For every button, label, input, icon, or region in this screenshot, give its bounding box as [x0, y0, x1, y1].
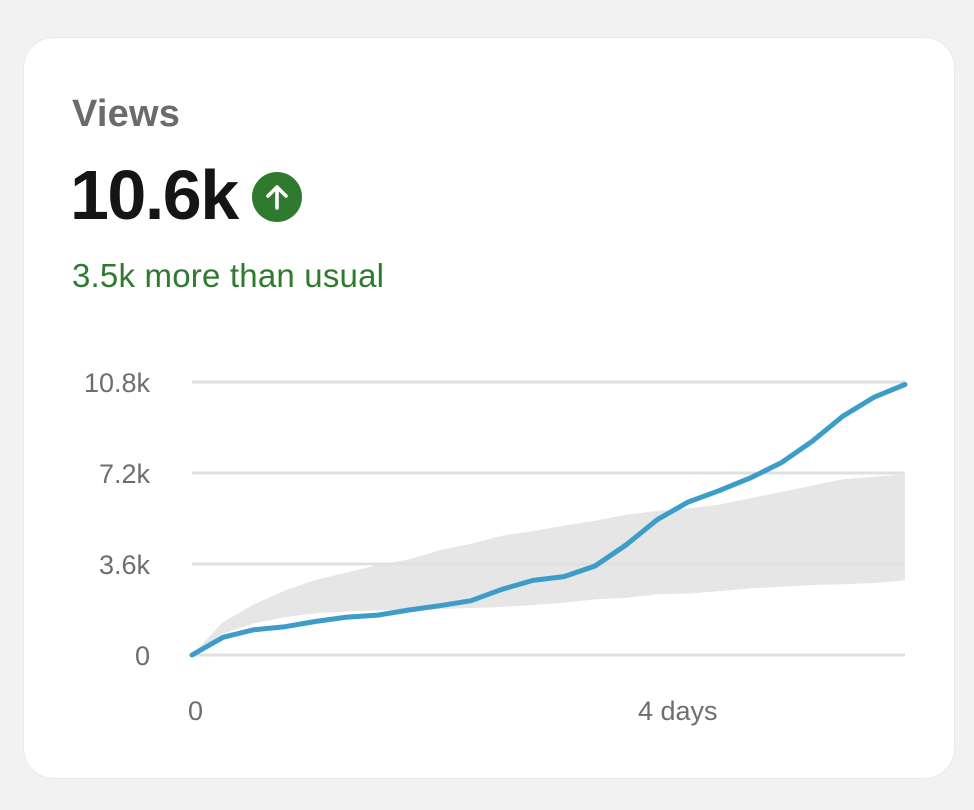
arrow-up-icon — [251, 172, 302, 222]
card-title: Views — [72, 93, 181, 135]
x-tick-label: 0 — [188, 696, 203, 726]
arrow-up-glyph — [265, 185, 288, 210]
y-tick-label: 0 — [135, 641, 150, 671]
comparison-text: 3.5k more than usual — [72, 257, 385, 294]
metric-value: 10.6k — [70, 156, 239, 234]
y-tick-label: 3.6k — [99, 550, 151, 580]
y-tick-label: 10.8k — [84, 368, 151, 398]
views-series-line — [189, 382, 908, 658]
metric-row: 10.6k — [70, 155, 302, 235]
x-tick-label: 4 days — [638, 696, 718, 726]
y-tick-label: 7.2k — [99, 459, 151, 489]
